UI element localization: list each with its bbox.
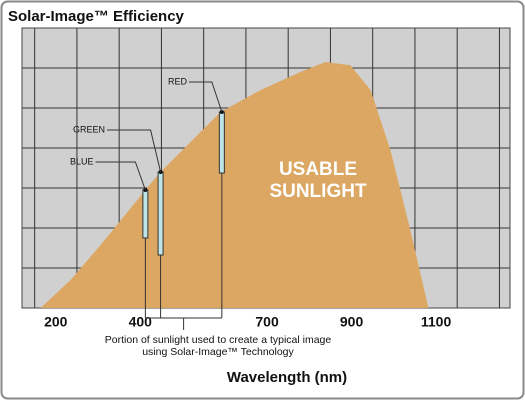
chart-title: Solar-Image™ Efficiency [8,8,185,25]
leader-line [107,129,162,173]
x-axis-label: Wavelength (nm) [227,369,347,386]
leader-line [95,161,146,191]
annotation: using Solar-Image™ Technology [142,346,294,358]
x-tick-label: 1100 [421,314,452,330]
area [40,62,429,308]
marker-label: GREEN [73,124,105,134]
x-tick-label: 200 [44,314,68,330]
leader-line [189,81,223,113]
marker-bar [142,189,149,239]
area-label: SUNLIGHT [269,181,367,202]
area-label: USABLE [279,159,357,180]
marker-label: RED [168,76,188,86]
annotation: Portion of sunlight used to create a typ… [105,334,332,346]
x-tick-label: 900 [340,314,364,330]
x-tick-label: 700 [255,314,279,330]
marker-label: BLUE [70,156,94,166]
marker-bar [218,111,225,174]
marker-bar [157,171,164,256]
x-tick-label: 400 [129,314,153,330]
